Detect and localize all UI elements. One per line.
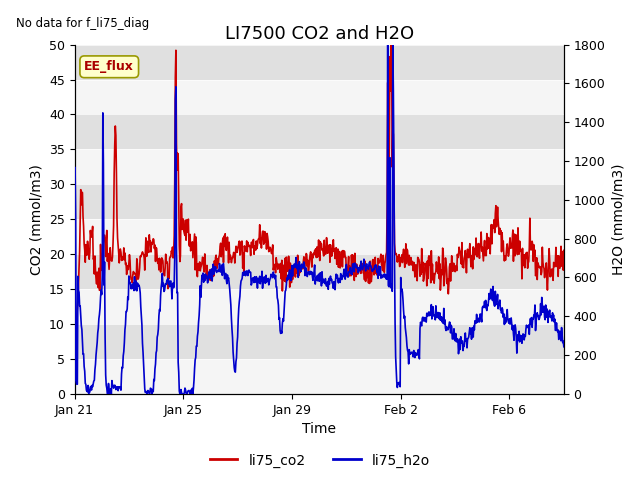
Legend: li75_co2, li75_h2o: li75_co2, li75_h2o [204, 448, 436, 473]
Bar [74, 184, 564, 219]
Bar [74, 359, 564, 394]
Y-axis label: CO2 (mmol/m3): CO2 (mmol/m3) [29, 164, 44, 275]
Bar [74, 324, 564, 359]
Bar [74, 80, 564, 114]
Text: EE_flux: EE_flux [84, 60, 134, 73]
Bar [74, 114, 564, 149]
Bar [74, 254, 564, 289]
Bar [74, 289, 564, 324]
Text: No data for f_li75_diag: No data for f_li75_diag [16, 17, 149, 30]
Bar [74, 219, 564, 254]
X-axis label: Time: Time [302, 422, 336, 436]
Y-axis label: H2O (mmol/m3): H2O (mmol/m3) [611, 164, 625, 275]
Title: LI7500 CO2 and H2O: LI7500 CO2 and H2O [225, 25, 413, 43]
Bar [74, 45, 564, 80]
Bar [74, 149, 564, 184]
